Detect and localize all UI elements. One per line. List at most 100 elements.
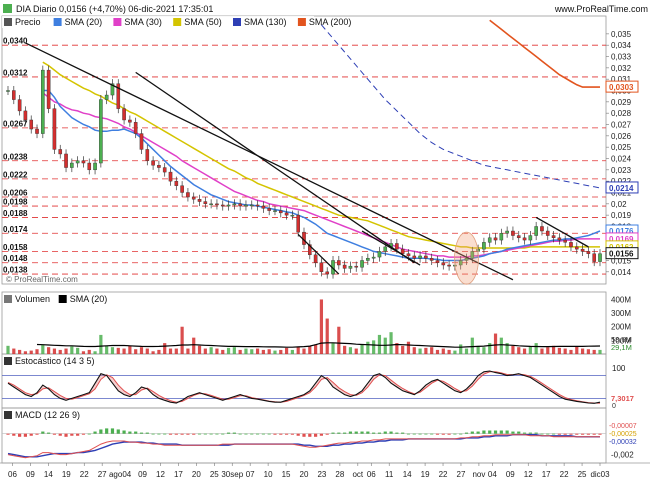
candle: [6, 90, 10, 92]
volume-bar: [180, 326, 184, 354]
macd-histogram-bar: [168, 433, 173, 435]
x-axis-tick-label: 10: [264, 470, 273, 479]
legend-label: SMA (50): [184, 17, 222, 27]
sma200-line: [489, 19, 600, 88]
macd-histogram-bar: [464, 432, 469, 434]
macd-histogram-bar: [41, 431, 45, 434]
volume-bar: [52, 348, 57, 354]
volume-bar: [314, 344, 318, 354]
volume-bar: [209, 347, 213, 354]
legend-label: SMA (200): [309, 17, 352, 27]
volume-bar: [435, 349, 440, 354]
volume-bar: [261, 349, 265, 354]
brand-link[interactable]: www.ProRealTime.com: [554, 4, 648, 14]
macd-histogram-bar: [528, 432, 532, 434]
volume-bar: [517, 347, 521, 354]
macd-histogram-bar: [186, 433, 190, 435]
macd-signal-line: [7, 434, 600, 458]
volume-bar: [302, 348, 306, 354]
macd-histogram-bar: [563, 433, 567, 435]
candle: [232, 203, 237, 206]
candle: [487, 237, 492, 243]
macd-histogram-bar: [261, 433, 265, 435]
x-axis-tick-label: 17: [174, 470, 183, 479]
x-axis-tick-label: ago04: [109, 470, 132, 479]
candle: [586, 251, 591, 254]
trendline: [361, 230, 421, 266]
macd-histogram-bar: [192, 433, 196, 435]
volume-bar: [64, 348, 68, 354]
volume-bar: [186, 348, 190, 354]
guide-level-label: 0,0206: [3, 189, 28, 198]
volume-bar: [267, 349, 271, 354]
macd-histogram-bar: [267, 433, 271, 435]
candle: [534, 226, 538, 236]
volume-bar: [366, 341, 370, 354]
legend-swatch: [233, 18, 241, 26]
macd-line: [7, 434, 600, 459]
macd-histogram-bar: [151, 433, 155, 435]
volume-bar: [319, 299, 324, 354]
macd-histogram-bar: [401, 432, 405, 434]
macd-histogram-bar: [174, 433, 178, 435]
price-panel: 0,03400,03120,02670,02380,02220,02060,01…: [2, 19, 639, 285]
candle: [145, 149, 150, 161]
candle: [46, 69, 51, 109]
price-badge-label: 0,0156: [609, 250, 634, 259]
candle: [516, 235, 521, 239]
legend-swatch: [4, 357, 12, 365]
candle: [493, 237, 498, 241]
macd-histogram-bar: [430, 433, 434, 435]
x-axis-tick-label: 09: [506, 470, 515, 479]
x-axis-tick-label: 20: [300, 470, 309, 479]
candle: [238, 203, 242, 207]
volume-bar: [592, 349, 596, 354]
volume-badge: 58,6M: [611, 335, 632, 344]
price-axis-tick-label: 0,034: [611, 41, 632, 50]
x-axis-tick-label: 07: [246, 470, 255, 479]
candle: [540, 226, 544, 232]
price-axis-tick-label: 0,033: [611, 53, 632, 62]
macd-histogram-bar: [250, 433, 254, 435]
macd-histogram-bar: [441, 433, 445, 435]
candle: [197, 199, 202, 202]
candle: [203, 201, 208, 205]
macd-histogram-bar: [58, 433, 62, 436]
volume-bar: [534, 343, 538, 354]
candle: [435, 260, 440, 263]
candle: [371, 256, 376, 259]
macd-histogram-bar: [180, 433, 184, 435]
candle: [505, 230, 509, 234]
x-axis-tick-label: 22: [560, 470, 569, 479]
macd-histogram-bar: [47, 432, 51, 434]
guide-level-label: 0,0340: [3, 37, 28, 46]
guide-level-label: 0,0222: [3, 170, 28, 179]
macd-histogram-bar: [592, 433, 596, 435]
volume-bar: [35, 349, 39, 354]
highlight-ellipse: [454, 231, 479, 285]
legend-swatch: [4, 295, 12, 303]
volume-bar: [343, 345, 347, 354]
candle: [133, 122, 138, 134]
volume-bar: [168, 348, 173, 354]
candle: [249, 204, 254, 207]
macd-panel: -0,002 -0,00007-0,00025-0,00032: [2, 423, 637, 460]
candle: [325, 271, 330, 275]
macd-histogram-bar: [116, 429, 120, 434]
volume-bar: [360, 344, 364, 354]
candle: [139, 133, 144, 150]
macd-histogram-bar: [540, 433, 544, 435]
candle: [284, 212, 289, 216]
candle: [87, 162, 92, 171]
candle: [569, 242, 573, 248]
volume-bar: [290, 349, 294, 354]
volume-bar: [488, 343, 492, 354]
macd-histogram-bar: [580, 433, 585, 435]
candle: [395, 243, 399, 250]
volume-bar: [6, 345, 10, 354]
volume-bar: [308, 346, 312, 354]
volume-bar: [551, 345, 556, 354]
candle: [412, 255, 417, 259]
macd-histogram-bar: [232, 432, 236, 434]
price-axis-tick-label: 0,024: [611, 154, 632, 163]
